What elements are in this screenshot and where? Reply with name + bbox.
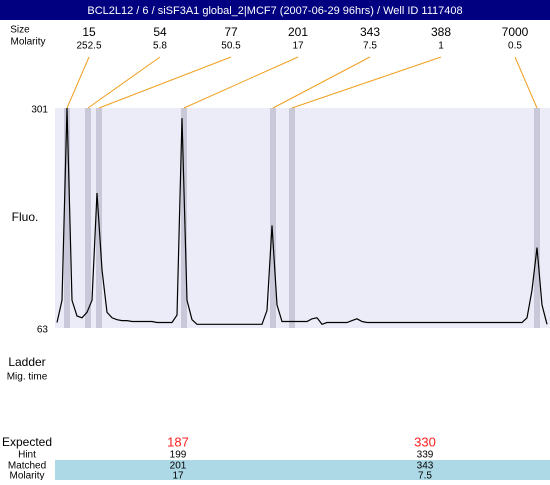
molarity-label: Molarity: [10, 37, 45, 48]
y-tick-label: 63: [37, 325, 49, 336]
peak-connector: [98, 56, 232, 109]
expected-label: Expected: [2, 435, 52, 449]
peak-molarity: 50.5: [221, 41, 241, 52]
peak-molarity: 1: [438, 41, 444, 52]
peak-band: [64, 108, 70, 328]
peak-band: [85, 108, 91, 328]
peak-molarity: 252.5: [76, 41, 101, 52]
plot-background: [55, 108, 550, 328]
y-tick-label: 301: [31, 105, 48, 116]
peak-size: 388: [431, 25, 451, 39]
peak-molarity: 5.8: [153, 41, 167, 52]
peak-molarity: 17: [292, 41, 304, 52]
result-molarity-label: Molarity: [9, 471, 44, 480]
matched-value: 343: [417, 461, 434, 472]
title-bar: [0, 0, 550, 20]
peak-size: 15: [82, 25, 96, 39]
size-label: Size: [10, 25, 30, 36]
peak-connector: [87, 56, 161, 109]
peak-size: 54: [153, 25, 167, 39]
peak-connector: [183, 56, 299, 109]
matched-row: [55, 460, 550, 471]
expected-value: 187: [167, 434, 189, 449]
peak-connector: [291, 56, 442, 109]
peak-size: 77: [224, 25, 238, 39]
hint-label: Hint: [18, 450, 36, 461]
expected-value: 330: [414, 434, 436, 449]
mig-time-label: Mig. time: [7, 372, 48, 383]
matched-label: Matched: [8, 461, 46, 472]
y-axis-label: Fluo.: [12, 210, 39, 224]
peak-size: 7000: [502, 25, 529, 39]
ladder-label: Ladder: [8, 355, 45, 369]
molarity-value: 7.5: [418, 471, 432, 480]
peak-band: [181, 108, 187, 328]
peak-connector: [66, 56, 90, 109]
peak-size: 201: [288, 25, 308, 39]
peak-connector: [272, 56, 371, 109]
peak-connector: [514, 56, 538, 109]
molarity-row: [55, 471, 550, 480]
peak-band: [270, 108, 276, 328]
peak-band: [289, 108, 295, 328]
peak-molarity: 0.5: [508, 41, 522, 52]
matched-value: 201: [170, 461, 187, 472]
molarity-value: 17: [172, 471, 184, 480]
peak-molarity: 7.5: [363, 41, 377, 52]
peak-band: [534, 108, 540, 328]
hint-value: 199: [170, 450, 187, 461]
peak-size: 343: [360, 25, 380, 39]
hint-value: 339: [417, 450, 434, 461]
trace: [56, 107, 548, 326]
chart-title: BCL2L12 / 6 / siSF3A1 global_2|MCF7 (200…: [87, 5, 462, 17]
